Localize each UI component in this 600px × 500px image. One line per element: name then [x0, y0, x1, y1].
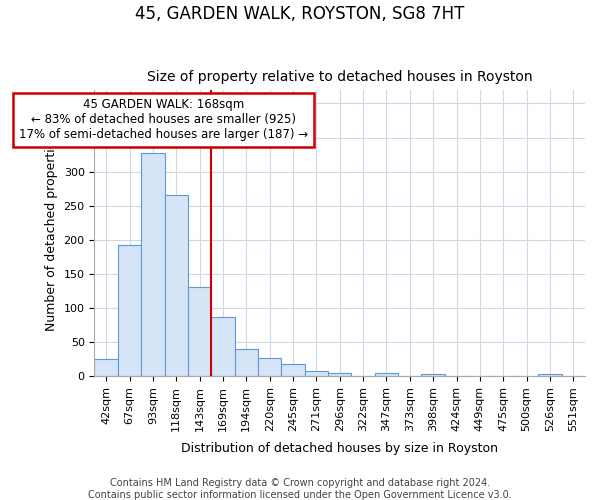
- Bar: [235, 350, 258, 376]
- Bar: [118, 244, 141, 376]
- Bar: [164, 196, 188, 376]
- Bar: [538, 374, 562, 376]
- Bar: [258, 358, 281, 376]
- Bar: [375, 372, 398, 376]
- Bar: [188, 288, 211, 376]
- Text: 45, GARDEN WALK, ROYSTON, SG8 7HT: 45, GARDEN WALK, ROYSTON, SG8 7HT: [136, 5, 464, 23]
- Text: Contains HM Land Registry data © Crown copyright and database right 2024.
Contai: Contains HM Land Registry data © Crown c…: [88, 478, 512, 500]
- X-axis label: Distribution of detached houses by size in Royston: Distribution of detached houses by size …: [181, 442, 498, 455]
- Bar: [421, 374, 445, 376]
- Y-axis label: Number of detached properties: Number of detached properties: [45, 134, 58, 332]
- Bar: [328, 372, 352, 376]
- Bar: [281, 364, 305, 376]
- Bar: [94, 359, 118, 376]
- Text: 45 GARDEN WALK: 168sqm
← 83% of detached houses are smaller (925)
17% of semi-de: 45 GARDEN WALK: 168sqm ← 83% of detached…: [19, 98, 308, 142]
- Bar: [141, 152, 164, 376]
- Bar: [211, 318, 235, 376]
- Title: Size of property relative to detached houses in Royston: Size of property relative to detached ho…: [147, 70, 533, 85]
- Bar: [305, 370, 328, 376]
